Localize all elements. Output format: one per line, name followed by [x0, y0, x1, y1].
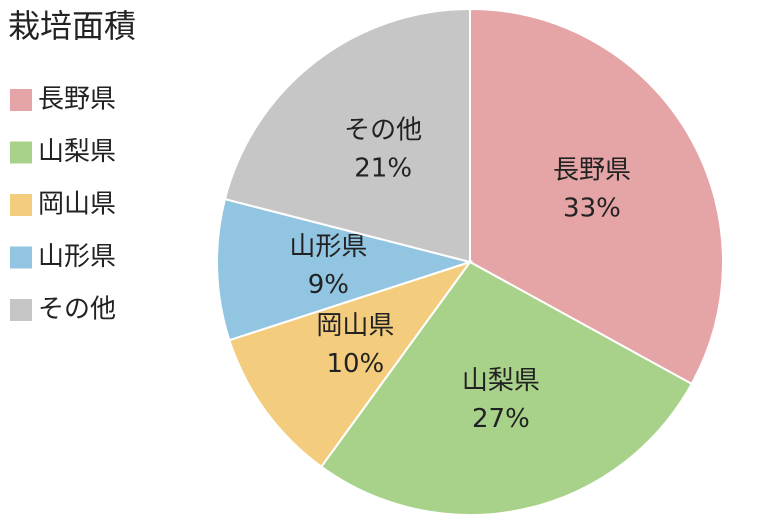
pie-slice	[319, 260, 694, 516]
legend-swatch	[10, 89, 32, 111]
slice-value-label: 10%	[326, 349, 384, 379]
legend-label: 山梨県	[38, 137, 116, 167]
slice-value-label: 9%	[308, 270, 349, 300]
slice-value-label: 27%	[472, 404, 530, 434]
legend-swatch	[10, 299, 32, 321]
slice-label: その他	[344, 116, 422, 146]
legend-swatch	[10, 246, 32, 269]
pie-slice	[228, 260, 473, 469]
legend-label: 岡山県	[38, 190, 116, 220]
legend-label: 長野県	[38, 85, 116, 115]
pie-slice	[469, 7, 724, 386]
chart-title: 栽培面積	[8, 7, 136, 45]
legend-label: その他	[38, 295, 116, 325]
slice-label: 山梨県	[462, 366, 540, 396]
legend-swatch	[10, 141, 32, 164]
pie-slice	[223, 7, 471, 264]
slice-label: 長野県	[553, 155, 631, 185]
pie-slice	[216, 197, 474, 342]
slice-value-label: 21%	[354, 154, 412, 184]
slice-label: 岡山県	[316, 311, 394, 341]
slice-value-label: 33%	[563, 193, 621, 223]
legend-swatch	[10, 194, 32, 216]
legend-label: 山形県	[38, 242, 116, 272]
slice-label: 山形県	[289, 232, 367, 262]
